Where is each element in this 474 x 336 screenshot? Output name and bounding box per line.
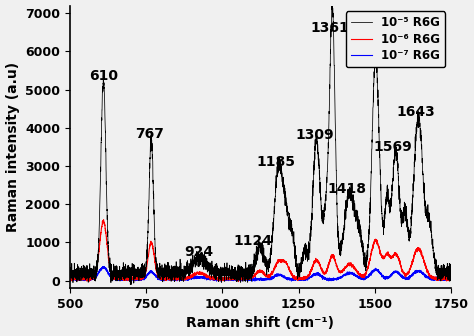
10⁻⁶ R6G [230, 277, 236, 281]
10⁻⁷ R6G [230, 278, 236, 282]
Text: 1124: 1124 [233, 235, 272, 248]
10⁻⁶ R6G [418, 250, 423, 254]
10⁻⁷ R6G [214, 279, 219, 283]
10⁻⁵ R6G [227, 272, 233, 276]
Text: 610: 610 [89, 69, 118, 83]
Text: 1418: 1418 [328, 182, 367, 196]
10⁻⁶ R6G [67, 277, 73, 281]
10⁻⁷ R6G [228, 278, 233, 282]
10⁻⁵ R6G [230, 267, 236, 271]
Line: 10⁻⁷ R6G: 10⁻⁷ R6G [70, 266, 451, 281]
Text: 767: 767 [135, 127, 164, 141]
10⁻⁵ R6G [329, 0, 335, 4]
Line: 10⁻⁶ R6G: 10⁻⁶ R6G [70, 220, 451, 282]
Text: 1569: 1569 [374, 140, 412, 154]
Text: 924: 924 [184, 245, 214, 259]
10⁻⁶ R6G [101, 218, 107, 222]
10⁻⁷ R6G [67, 277, 73, 281]
10⁻⁶ R6G [236, 280, 241, 284]
Text: 1309: 1309 [295, 128, 334, 142]
Y-axis label: Raman intensity (a.u): Raman intensity (a.u) [6, 62, 19, 232]
10⁻⁵ R6G [128, 283, 133, 287]
10⁻⁵ R6G [248, 277, 254, 281]
10⁻⁶ R6G [227, 278, 233, 282]
X-axis label: Raman shift (cm⁻¹): Raman shift (cm⁻¹) [186, 317, 334, 330]
10⁻⁷ R6G [344, 271, 350, 276]
10⁻⁷ R6G [437, 278, 442, 282]
Text: 1361: 1361 [310, 21, 349, 35]
10⁻⁵ R6G [67, 271, 73, 276]
10⁻⁶ R6G [437, 276, 442, 280]
10⁻⁵ R6G [448, 265, 454, 269]
10⁻⁷ R6G [101, 264, 107, 268]
Text: 1503: 1503 [354, 48, 393, 62]
10⁻⁶ R6G [344, 263, 350, 267]
10⁻⁵ R6G [344, 205, 350, 209]
Line: 10⁻⁵ R6G: 10⁻⁵ R6G [70, 2, 451, 285]
10⁻⁶ R6G [448, 277, 454, 281]
10⁻⁷ R6G [418, 269, 423, 274]
10⁻⁷ R6G [248, 278, 254, 282]
Text: 1185: 1185 [256, 155, 295, 169]
10⁻⁵ R6G [418, 132, 423, 136]
Legend: 10⁻⁵ R6G, 10⁻⁶ R6G, 10⁻⁷ R6G: 10⁻⁵ R6G, 10⁻⁶ R6G, 10⁻⁷ R6G [346, 11, 445, 67]
10⁻⁵ R6G [437, 277, 442, 281]
Text: 1643: 1643 [397, 105, 435, 119]
10⁻⁶ R6G [248, 277, 254, 281]
10⁻⁷ R6G [448, 277, 454, 281]
